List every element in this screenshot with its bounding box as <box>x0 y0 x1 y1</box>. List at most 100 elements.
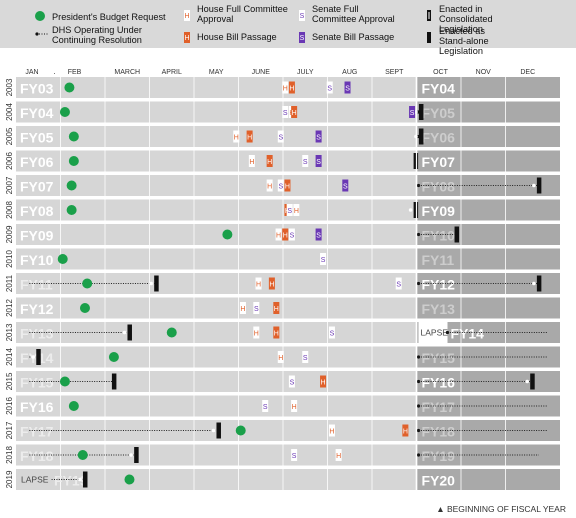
legend-item-budget: President's Budget Request <box>35 11 166 22</box>
senate-committee-mark-glyph: S <box>263 404 268 411</box>
year-label: 2017 <box>5 421 14 439</box>
house-passage-mark-glyph: H <box>267 159 272 166</box>
budget-request-dot <box>68 401 79 411</box>
year-label: 2018 <box>5 446 14 464</box>
house-committee-mark-glyph: H <box>240 306 245 313</box>
fiscal-bar-left <box>16 273 417 294</box>
fiscal-bar-right <box>416 77 560 98</box>
house-committee-mark: H <box>293 204 300 216</box>
house-passage-mark: H <box>273 326 280 339</box>
senate-committee-mark-glyph: S <box>278 184 283 191</box>
senate-passage-mark-glyph: S <box>345 86 350 93</box>
legend-passage-box <box>299 32 305 43</box>
fiscal-bar-right <box>416 199 560 221</box>
legend-label: Consolidated <box>439 14 493 24</box>
house-committee-mark: H <box>239 302 246 314</box>
senate-passage-mark-box <box>315 228 322 241</box>
budget-request-dot <box>66 205 77 215</box>
house-committee-mark-glyph: H <box>336 453 341 460</box>
senate-committee-mark: S <box>282 106 289 118</box>
house-committee-mark-glyph: H <box>283 86 288 93</box>
house-committee-mark: H <box>233 130 240 143</box>
row-2008: 2008 FY08 FY09 <box>5 199 560 221</box>
fy-label-right: FY16 <box>422 375 456 391</box>
fy-label-left: FY04 <box>20 105 54 121</box>
senate-committee-mark-glyph: S <box>290 233 295 240</box>
year-label: 2013 <box>5 323 14 341</box>
fy-label-left: FY13 <box>20 326 54 342</box>
senate-committee-mark-glyph: S <box>330 331 335 338</box>
fy-label-right: FY14 <box>451 326 485 342</box>
senate-committee-mark-glyph: S <box>303 159 308 166</box>
house-committee-mark: H <box>253 326 260 339</box>
senate-passage-mark: S <box>315 228 322 241</box>
house-passage-mark: H <box>284 179 291 192</box>
senate-committee-mark-box <box>288 375 295 388</box>
enactment-cr-end <box>122 330 127 335</box>
house-passage-mark: H <box>320 375 327 388</box>
enactment-cr-end <box>532 281 536 286</box>
house-committee-mark-glyph: H <box>249 159 254 166</box>
senate-committee-mark-glyph: S <box>292 453 297 460</box>
year-label: 2011 <box>5 274 14 292</box>
month-label: APRIL <box>162 69 182 76</box>
fy-label-left: FY16 <box>20 399 54 415</box>
fy-label-right: FY20 <box>422 473 456 489</box>
legend-label: Legislation <box>439 24 483 34</box>
house-committee-mark-box <box>255 277 262 290</box>
senate-passage-mark-glyph: S <box>316 159 321 166</box>
month-label: FEB <box>68 69 82 76</box>
house-committee-mark: H <box>248 155 255 167</box>
enactment-consolidated <box>154 275 159 292</box>
legend-label: Enacted in <box>439 4 482 14</box>
month-label: JUNE <box>252 69 271 76</box>
senate-passage-mark-glyph: S <box>410 110 415 117</box>
senate-passage-mark: S <box>315 155 322 167</box>
budget-request-dot <box>166 327 177 338</box>
fiscal-bar-left <box>16 77 417 98</box>
fiscal-bar-left <box>16 444 417 466</box>
budget-request-dot <box>59 376 70 387</box>
enactment-consolidated <box>82 471 88 488</box>
month-dot: . <box>53 67 55 76</box>
senate-committee-mark: S <box>302 155 309 167</box>
senate-committee-mark-glyph: S <box>327 86 332 93</box>
row-2019: 2019 LAPSE FY19 FY20 <box>5 469 560 490</box>
enactment-consolidated <box>36 349 41 365</box>
senate-passage-mark-glyph: S <box>343 184 348 191</box>
house-passage-mark-glyph: H <box>289 86 294 93</box>
legend-committee-glyph: H <box>184 13 189 20</box>
year-label: 2007 <box>5 176 14 194</box>
house-passage-mark-box <box>284 179 291 192</box>
senate-committee-mark: S <box>253 302 260 314</box>
senate-committee-mark-glyph: S <box>283 110 288 117</box>
senate-committee-mark: S <box>395 277 402 290</box>
senate-committee-mark: S <box>288 228 295 241</box>
fy-label-right: FY05 <box>422 105 456 121</box>
legend-committee-glyph: S <box>300 13 305 20</box>
senate-committee-mark-glyph: S <box>396 282 401 289</box>
row-2013: 2013 FY13 LAPSE FY14 <box>5 322 560 343</box>
house-passage-mark: H <box>288 81 295 94</box>
house-passage-mark-glyph: H <box>274 306 279 313</box>
fy-label-right: FY17 <box>422 399 456 415</box>
house-committee-mark-glyph: H <box>292 404 297 411</box>
year-label: 2014 <box>5 348 14 366</box>
budget-request-dot <box>57 254 68 264</box>
house-passage-mark: H <box>273 302 280 314</box>
house-committee-mark: H <box>255 277 262 290</box>
house-committee-mark: H <box>335 449 342 461</box>
senate-passage-mark-box <box>344 81 351 94</box>
house-passage-mark-box <box>246 130 253 143</box>
footnote: ▲ BEGINNING OF FISCAL YEAR <box>436 504 566 514</box>
enactment-consolidated <box>127 324 132 341</box>
senate-committee-mark: S <box>326 81 333 94</box>
budget-request-dot <box>124 474 135 485</box>
year-label: 2003 <box>5 78 14 96</box>
fiscal-bar-left <box>16 346 417 368</box>
senate-passage-mark-box <box>409 106 416 118</box>
senate-committee-mark: S <box>320 253 327 265</box>
budget-request-dot <box>68 156 79 166</box>
